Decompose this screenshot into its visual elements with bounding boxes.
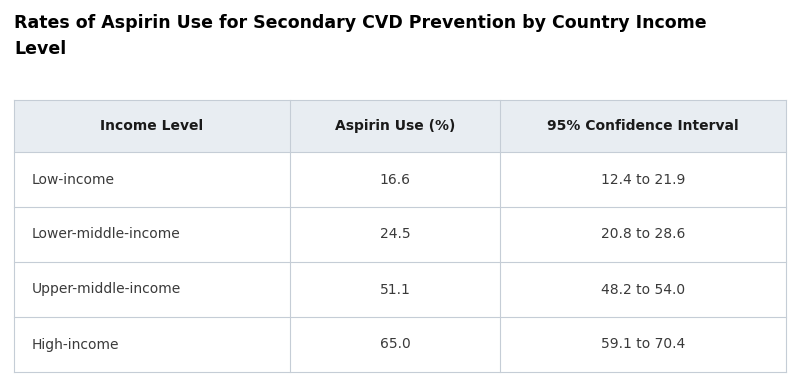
Text: Level: Level	[14, 40, 66, 58]
Text: 12.4 to 21.9: 12.4 to 21.9	[601, 173, 685, 187]
Bar	[14, 100, 786, 152]
Text: 65.0: 65.0	[380, 337, 410, 351]
Text: 95% Confidence Interval: 95% Confidence Interval	[547, 119, 739, 133]
Text: Lower-middle-income: Lower-middle-income	[32, 227, 181, 242]
Text: High-income: High-income	[32, 337, 119, 351]
Text: 48.2 to 54.0: 48.2 to 54.0	[601, 282, 685, 296]
Bar	[14, 317, 786, 372]
Text: Income Level: Income Level	[101, 119, 203, 133]
Bar	[14, 262, 786, 317]
Text: 59.1 to 70.4: 59.1 to 70.4	[601, 337, 685, 351]
Bar	[14, 152, 786, 207]
Text: Aspirin Use (%): Aspirin Use (%)	[335, 119, 455, 133]
Text: Low-income: Low-income	[32, 173, 115, 187]
Bar	[14, 207, 786, 262]
Text: 24.5: 24.5	[380, 227, 410, 242]
Text: Upper-middle-income: Upper-middle-income	[32, 282, 182, 296]
Text: 51.1: 51.1	[379, 282, 410, 296]
Text: 20.8 to 28.6: 20.8 to 28.6	[601, 227, 685, 242]
Text: Rates of Aspirin Use for Secondary CVD Prevention by Country Income: Rates of Aspirin Use for Secondary CVD P…	[14, 14, 706, 32]
Text: 16.6: 16.6	[379, 173, 410, 187]
